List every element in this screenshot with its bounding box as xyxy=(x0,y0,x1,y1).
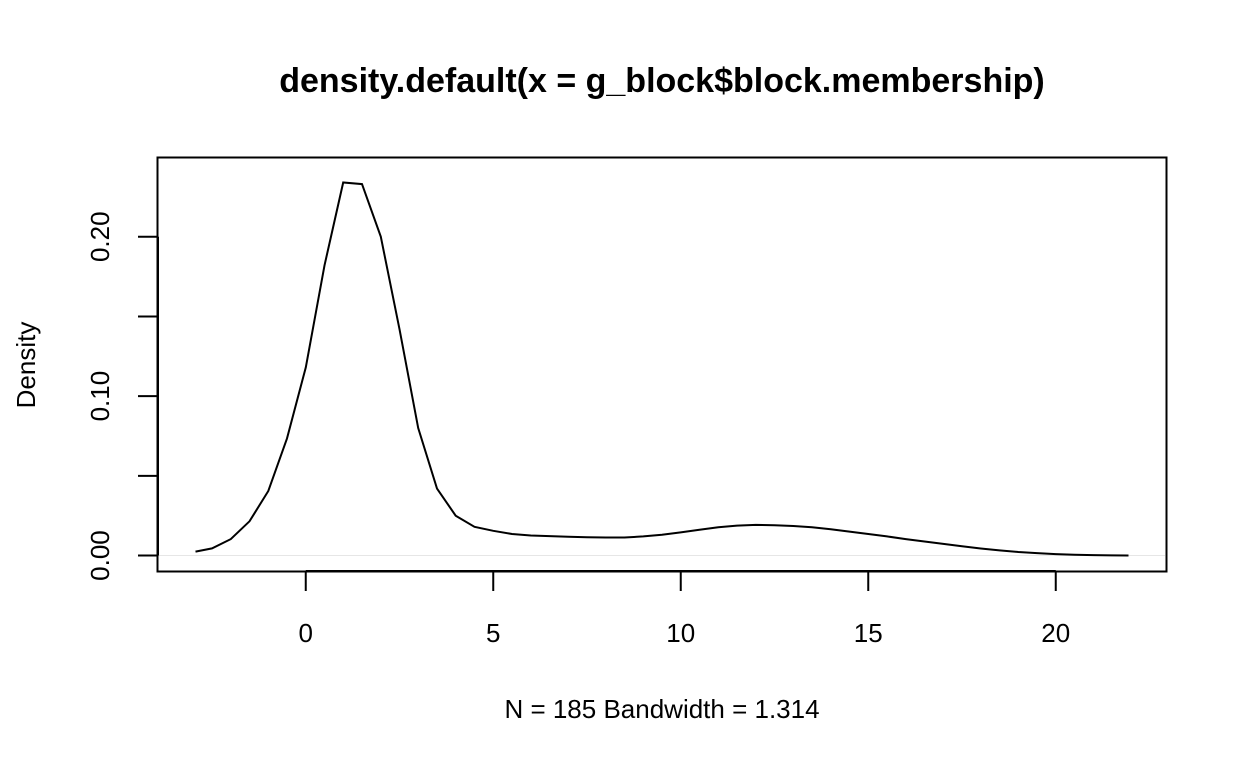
y-tick-label: 0.00 xyxy=(85,530,115,581)
y-axis: 0.00 0.10 0.20 xyxy=(85,211,159,581)
x-axis-label: N = 185 Bandwidth = 1.314 xyxy=(504,694,819,724)
y-tick-label: 0.10 xyxy=(85,371,115,422)
chart-title: density.default(x = g_block$block.member… xyxy=(279,62,1045,100)
x-tick-label: 0 xyxy=(299,618,313,648)
x-tick-label: 20 xyxy=(1041,618,1070,648)
x-tick-label: 10 xyxy=(666,618,695,648)
plot-frame xyxy=(156,156,1168,573)
density-curve xyxy=(195,181,1129,557)
x-axis: 0 5 10 15 20 xyxy=(299,570,1070,648)
x-tick-label: 15 xyxy=(854,618,883,648)
y-tick-label: 0.20 xyxy=(85,211,115,262)
y-axis-label: Density xyxy=(11,322,41,409)
x-tick-label: 5 xyxy=(486,618,500,648)
